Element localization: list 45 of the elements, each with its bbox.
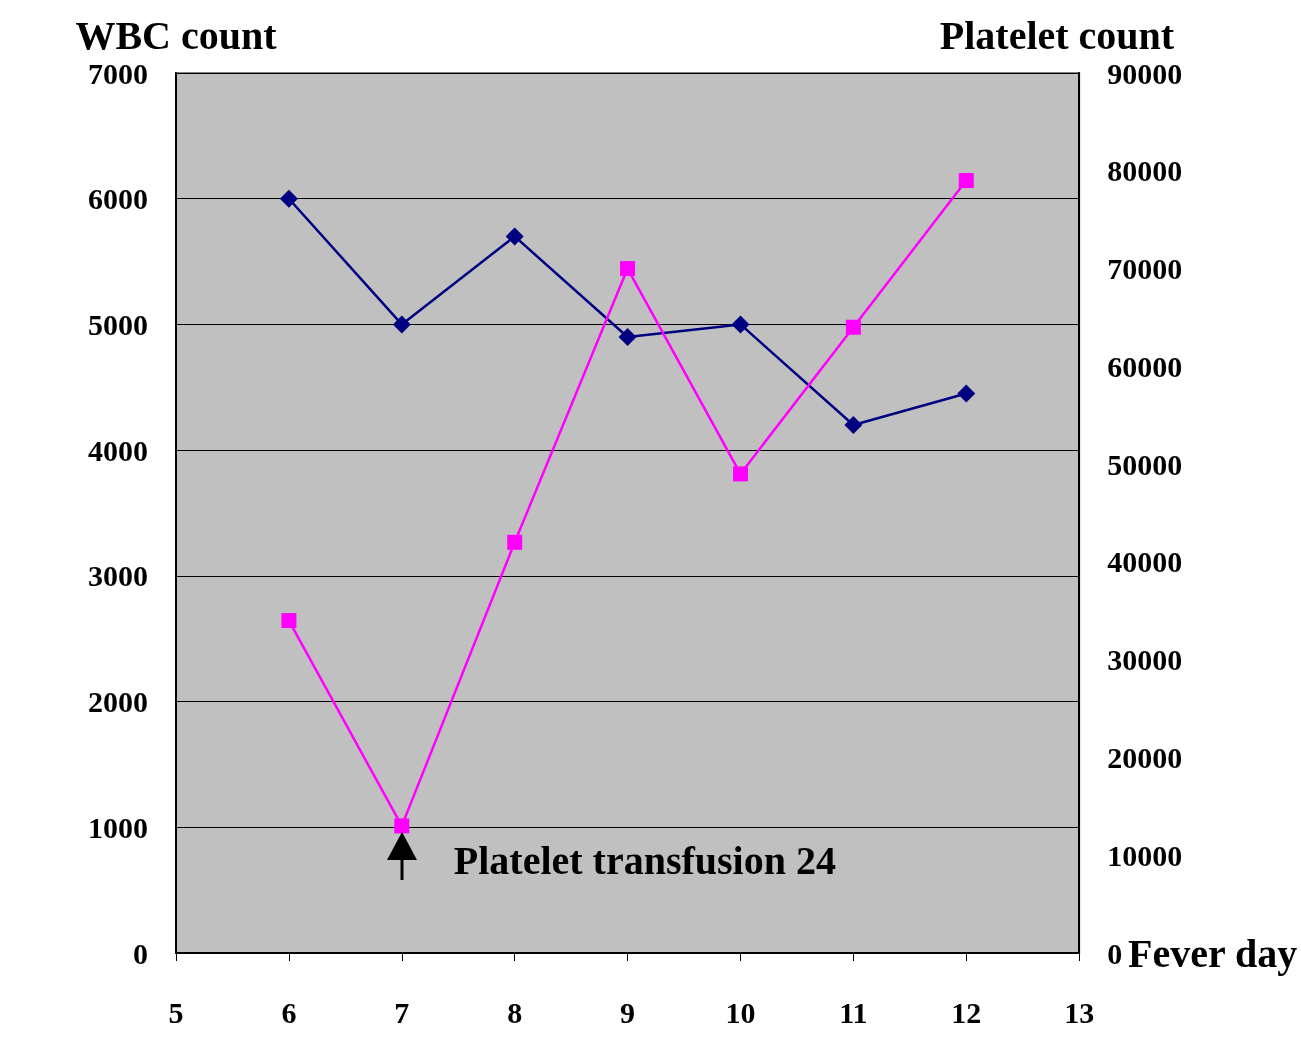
y2-tick-label: 90000: [1107, 56, 1183, 90]
annotation: Platelet transfusion 24: [453, 838, 836, 884]
point: [281, 613, 297, 629]
point: [731, 315, 750, 334]
x-tick-label: 9: [620, 995, 636, 1029]
x-tick-label: 12: [951, 995, 982, 1029]
x-tick-label: 6: [281, 995, 297, 1029]
y-tick-label: 1000: [88, 810, 148, 844]
point: [957, 384, 976, 403]
point: [845, 319, 861, 335]
y2-tick-label: 80000: [1107, 154, 1183, 188]
y-axis-title: WBC count: [75, 12, 278, 58]
y-tick-label: 6000: [88, 182, 148, 216]
y-tick-label: 7000: [88, 56, 148, 90]
x-tick-label: 10: [725, 995, 756, 1029]
x-tick-label: 13: [1064, 995, 1095, 1029]
y2-tick-label: 40000: [1107, 545, 1183, 579]
y2-tick-label: 60000: [1107, 349, 1183, 383]
y2-axis-title: Platelet count: [939, 12, 1175, 58]
y2-tick-label: 20000: [1107, 740, 1183, 774]
x-tick-label: 7: [394, 995, 410, 1029]
x-axis-title: Fever day: [1128, 930, 1298, 976]
y2-tick-label: 70000: [1107, 252, 1183, 286]
point: [394, 818, 410, 834]
point: [958, 173, 974, 189]
y-tick-label: 2000: [88, 685, 148, 719]
point: [618, 328, 637, 346]
point: [279, 189, 298, 208]
point: [620, 261, 636, 277]
y2-tick-label: 50000: [1107, 447, 1183, 481]
y-tick-label: 5000: [88, 307, 148, 341]
point: [505, 227, 524, 246]
y2-tick-label: 10000: [1107, 838, 1183, 872]
y2-tick-label: 30000: [1107, 643, 1183, 677]
y2-tick-label: 0: [1107, 936, 1123, 970]
y-tick-label: 0: [133, 936, 148, 970]
point: [392, 315, 411, 334]
y-tick-label: 4000: [88, 433, 148, 467]
point: [507, 534, 523, 550]
x-tick-label: 11: [839, 995, 868, 1029]
x-tick-label: 8: [507, 995, 523, 1029]
x-tick-label: 5: [168, 995, 184, 1029]
point: [732, 466, 748, 482]
point: [844, 416, 863, 434]
y-tick-label: 3000: [88, 559, 148, 593]
